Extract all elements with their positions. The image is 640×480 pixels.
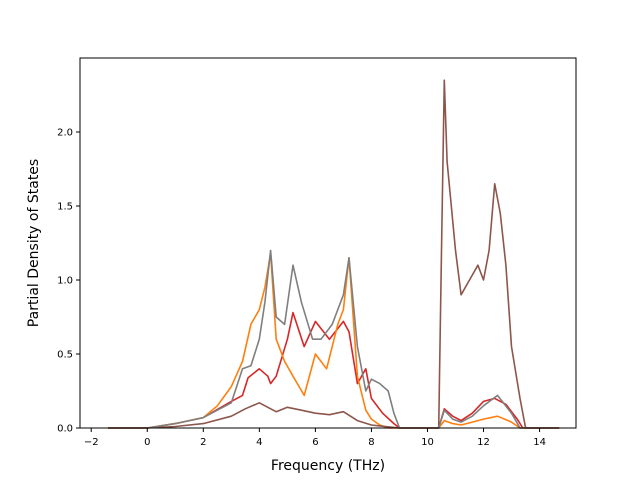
x-axis-ticks: −2 0 2 4 6 8 10 12 14 [84,428,546,448]
series-line-0 [108,311,560,429]
x-tick-label: 2 [200,437,206,448]
y-tick-label: 2.0 [57,128,73,139]
y-tick-label: 1.0 [57,276,73,287]
x-tick-label: 8 [368,437,374,448]
series-line-3 [108,249,560,429]
y-axis-label: Partial Density of States [26,159,42,327]
x-tick-label: 12 [477,437,490,448]
x-tick-label: 10 [421,437,434,448]
x-tick-label: 6 [312,437,318,448]
x-tick-label: 14 [533,437,546,448]
y-tick-label: 1.5 [57,202,73,213]
y-tick-label: 0.0 [57,424,73,435]
plot-frame [79,57,577,429]
x-tick-label: 0 [144,437,150,448]
series-line-1 [108,252,560,429]
x-tick-label: −2 [84,437,99,448]
y-tick-label: 0.5 [57,350,73,361]
x-axis-label: Frequency (THz) [271,458,385,474]
x-tick-label: 4 [256,437,262,448]
y-axis-ticks: 0.0 0.5 1.0 1.5 2.0 [57,128,80,435]
